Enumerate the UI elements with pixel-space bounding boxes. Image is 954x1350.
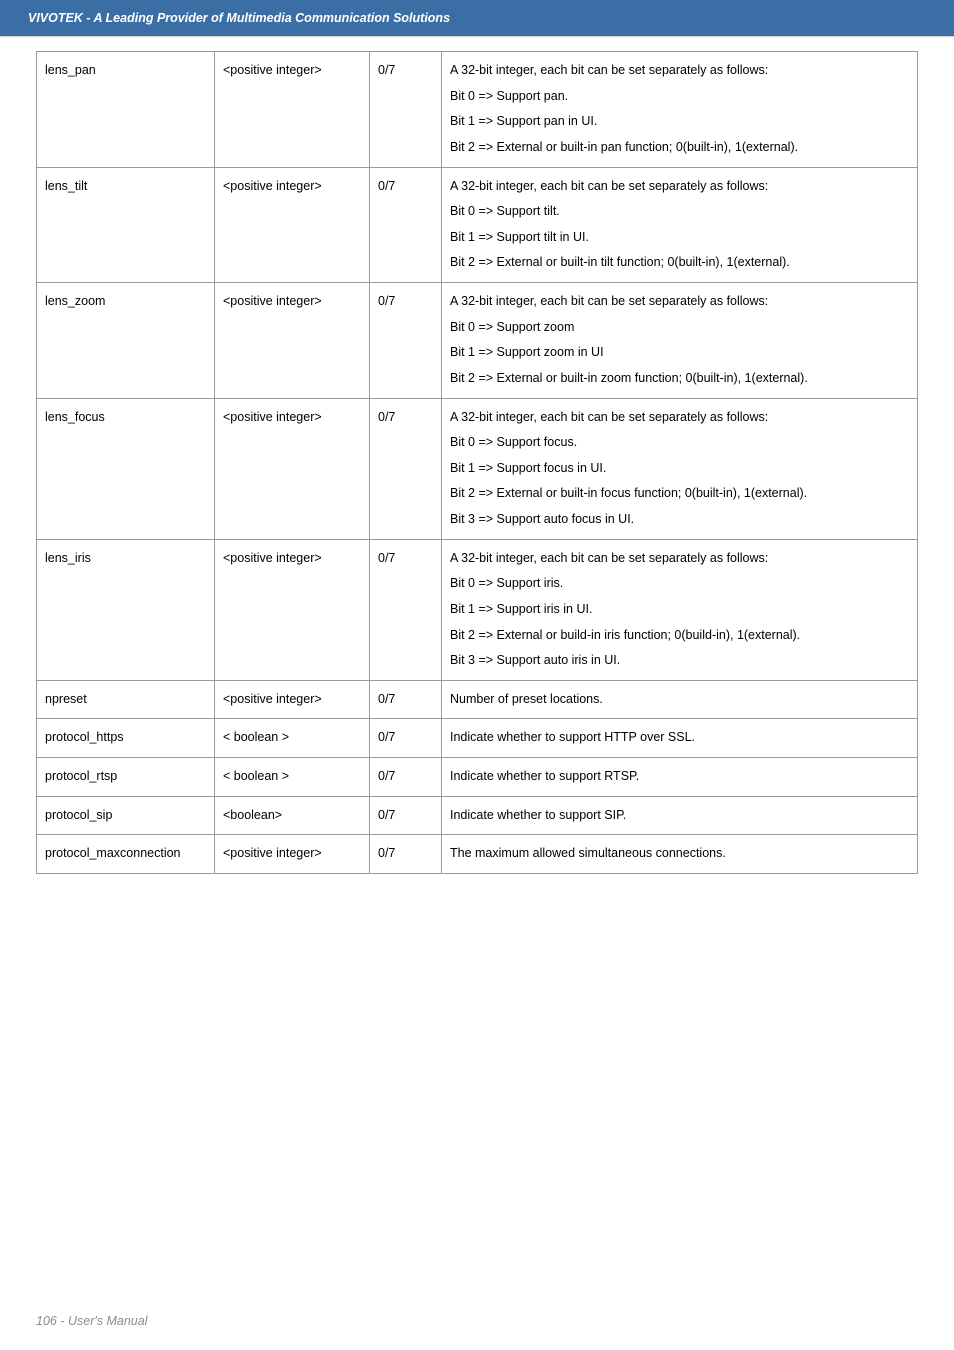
table-row: lens_pan<positive integer>0/7A 32-bit in… (37, 52, 918, 168)
table-cell-name: lens_iris (37, 539, 215, 680)
table-row: lens_zoom<positive integer>0/7A 32-bit i… (37, 283, 918, 399)
table-cell-sec: 0/7 (370, 52, 442, 168)
table-row: protocol_https< boolean >0/7Indicate whe… (37, 719, 918, 758)
table-cell-desc: Indicate whether to support SIP. (442, 796, 918, 835)
table-cell-name: lens_zoom (37, 283, 215, 399)
table-row: lens_iris<positive integer>0/7A 32-bit i… (37, 539, 918, 680)
table-cell-desc: A 32-bit integer, each bit can be set se… (442, 167, 918, 283)
table-cell-name: lens_tilt (37, 167, 215, 283)
table-cell-sec: 0/7 (370, 835, 442, 874)
table-cell-type: < boolean > (215, 719, 370, 758)
parameters-table: lens_pan<positive integer>0/7A 32-bit in… (36, 51, 918, 874)
table-row: npreset<positive integer>0/7Number of pr… (37, 680, 918, 719)
table-cell-sec: 0/7 (370, 283, 442, 399)
table-row: lens_focus<positive integer>0/7A 32-bit … (37, 398, 918, 539)
table-cell-type: <positive integer> (215, 539, 370, 680)
table-cell-desc: A 32-bit integer, each bit can be set se… (442, 283, 918, 399)
table-cell-name: npreset (37, 680, 215, 719)
table-cell-desc: A 32-bit integer, each bit can be set se… (442, 52, 918, 168)
header-text: VIVOTEK - A Leading Provider of Multimed… (28, 11, 450, 25)
table-row: protocol_rtsp< boolean >0/7Indicate whet… (37, 758, 918, 797)
footer-text: 106 - User's Manual (36, 1314, 147, 1328)
table-cell-type: <boolean> (215, 796, 370, 835)
table-cell-desc: Indicate whether to support RTSP. (442, 758, 918, 797)
table-cell-desc: The maximum allowed simultaneous connect… (442, 835, 918, 874)
table-cell-desc: Indicate whether to support HTTP over SS… (442, 719, 918, 758)
table-cell-sec: 0/7 (370, 539, 442, 680)
table-cell-sec: 0/7 (370, 796, 442, 835)
table-cell-name: lens_focus (37, 398, 215, 539)
table-row: protocol_maxconnection<positive integer>… (37, 835, 918, 874)
table-cell-sec: 0/7 (370, 680, 442, 719)
table-cell-type: <positive integer> (215, 52, 370, 168)
table-cell-type: <positive integer> (215, 398, 370, 539)
table-cell-type: <positive integer> (215, 283, 370, 399)
table-cell-name: protocol_rtsp (37, 758, 215, 797)
table-cell-name: protocol_sip (37, 796, 215, 835)
page-footer: 106 - User's Manual (36, 1314, 147, 1328)
table-row: lens_tilt<positive integer>0/7A 32-bit i… (37, 167, 918, 283)
table-cell-desc: Number of preset locations. (442, 680, 918, 719)
table-row: protocol_sip<boolean>0/7Indicate whether… (37, 796, 918, 835)
table-cell-type: < boolean > (215, 758, 370, 797)
table-cell-desc: A 32-bit integer, each bit can be set se… (442, 398, 918, 539)
page-header: VIVOTEK - A Leading Provider of Multimed… (0, 0, 954, 37)
table-cell-sec: 0/7 (370, 398, 442, 539)
table-cell-name: protocol_https (37, 719, 215, 758)
table-cell-name: protocol_maxconnection (37, 835, 215, 874)
table-cell-type: <positive integer> (215, 167, 370, 283)
table-cell-sec: 0/7 (370, 167, 442, 283)
table-cell-desc: A 32-bit integer, each bit can be set se… (442, 539, 918, 680)
table-cell-name: lens_pan (37, 52, 215, 168)
table-cell-type: <positive integer> (215, 680, 370, 719)
table-cell-type: <positive integer> (215, 835, 370, 874)
table-cell-sec: 0/7 (370, 758, 442, 797)
table-cell-sec: 0/7 (370, 719, 442, 758)
main-content: lens_pan<positive integer>0/7A 32-bit in… (0, 37, 954, 874)
